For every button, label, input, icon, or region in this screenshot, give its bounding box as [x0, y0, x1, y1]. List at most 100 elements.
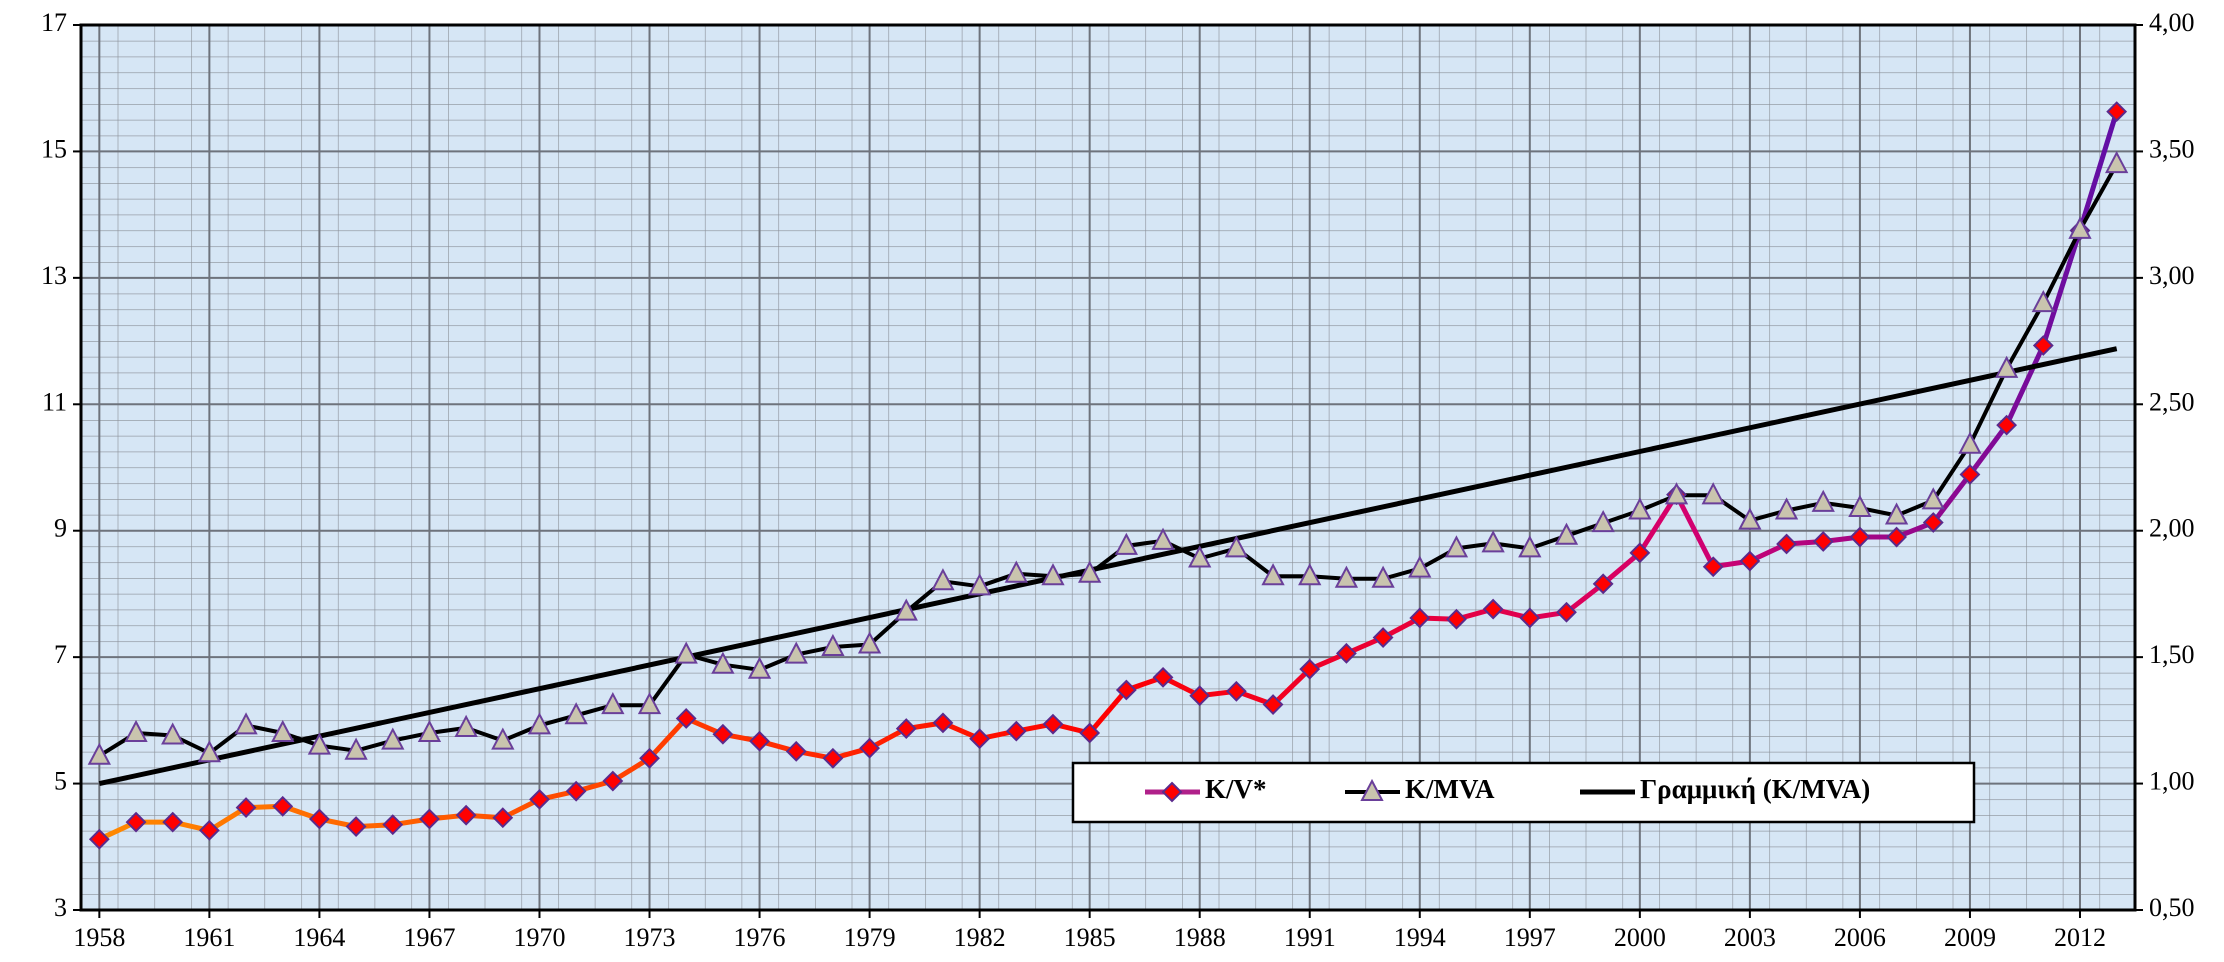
- marker: [1518, 535, 1542, 558]
- marker: [895, 718, 917, 739]
- legend-marker: [1360, 778, 1384, 801]
- marker: [1079, 722, 1101, 744]
- marker: [271, 719, 295, 742]
- y-tick-label: 9: [54, 514, 67, 543]
- marker: [272, 795, 294, 817]
- legend-label: K/MVA: [1405, 774, 1495, 804]
- marker: [1005, 720, 1027, 742]
- y-tick-label: 13: [41, 261, 67, 290]
- marker: [785, 740, 807, 762]
- marker: [1959, 464, 1981, 485]
- marker: [2031, 289, 2055, 313]
- x-tick-label: 1973: [624, 923, 676, 952]
- marker: [491, 727, 515, 750]
- x-tick-label: 2003: [1724, 923, 1776, 952]
- marker: [162, 811, 184, 833]
- marker: [1849, 526, 1871, 548]
- marker: [88, 828, 110, 850]
- marker: [967, 573, 992, 596]
- marker: [1519, 607, 1541, 629]
- series-markers: [87, 101, 2129, 850]
- marker: [1812, 531, 1834, 552]
- marker: [1224, 535, 1249, 558]
- marker: [931, 568, 955, 591]
- y-tick-label: 11: [42, 387, 67, 416]
- x-tick-label: 2000: [1614, 923, 1666, 952]
- x-tick-label: 2009: [1944, 923, 1996, 952]
- marker: [382, 814, 404, 836]
- marker: [969, 728, 991, 750]
- marker: [1996, 414, 2018, 436]
- y2-tick-label: 1,50: [2149, 640, 2195, 669]
- y-tick-label: 7: [54, 640, 67, 669]
- marker: [2106, 101, 2128, 123]
- x-tick-label: 1985: [1064, 923, 1116, 952]
- marker: [1664, 482, 1689, 505]
- marker: [1189, 685, 1211, 707]
- x-tick-label: 1964: [293, 923, 345, 952]
- marker: [747, 656, 772, 679]
- marker: [749, 730, 770, 752]
- marker: [1446, 608, 1467, 630]
- marker: [2068, 216, 2092, 239]
- marker: [1225, 680, 1247, 702]
- marker: [1078, 560, 1102, 583]
- y-tick-label: 15: [41, 134, 67, 163]
- marker: [455, 804, 477, 826]
- legend-marker: [1161, 781, 1183, 803]
- marker: [1262, 694, 1284, 715]
- marker: [859, 737, 881, 759]
- marker: [419, 808, 440, 830]
- x-tick-label: 1967: [403, 923, 455, 952]
- marker: [1371, 565, 1395, 588]
- x-tick-label: 1970: [513, 923, 565, 952]
- marker: [1481, 530, 1505, 553]
- marker: [675, 708, 697, 729]
- legend-label: K/V*: [1205, 774, 1267, 804]
- y-tick-label: 5: [54, 767, 67, 796]
- marker: [1408, 555, 1432, 578]
- marker: [784, 641, 808, 664]
- marker: [1188, 545, 1212, 568]
- x-tick-label: 1976: [734, 923, 786, 952]
- x-tick-label: 1997: [1504, 923, 1556, 952]
- marker: [564, 702, 588, 725]
- x-tick-label: 2012: [2054, 923, 2106, 952]
- marker: [1592, 573, 1614, 595]
- marker: [674, 641, 698, 664]
- marker: [1261, 563, 1285, 586]
- marker: [1701, 482, 1725, 505]
- marker: [1554, 522, 1579, 545]
- x-tick-label: 2006: [1834, 923, 1886, 952]
- marker: [417, 719, 442, 742]
- marker: [932, 712, 954, 734]
- series-line: [98, 346, 2118, 787]
- marker: [1482, 598, 1504, 620]
- marker: [1042, 713, 1064, 735]
- x-tick-label: 1991: [1284, 923, 1336, 952]
- marker: [1591, 509, 1615, 533]
- marker: [125, 811, 147, 833]
- marker: [307, 732, 332, 755]
- marker: [1152, 666, 1174, 688]
- marker: [124, 719, 148, 742]
- marker: [894, 598, 918, 621]
- marker: [1372, 627, 1394, 648]
- marker: [565, 780, 587, 802]
- marker: [1334, 565, 1359, 588]
- marker: [602, 770, 624, 792]
- marker: [527, 712, 552, 735]
- marker: [857, 631, 882, 654]
- marker: [1738, 507, 1762, 530]
- marker: [712, 723, 734, 745]
- legend-label: Γραμμική (K/MVA): [1640, 774, 1870, 804]
- marker: [1886, 526, 1908, 548]
- tick-labels: 3 5 7 9 11 13 15 17 0,50 1,00 1,50 2,00 2,50 3,00 3,50…: [41, 8, 2195, 952]
- y-tick-label: 17: [41, 8, 67, 37]
- marker: [1811, 489, 1835, 512]
- x-tick-label: 1982: [954, 923, 1006, 952]
- marker: [1921, 487, 1945, 510]
- marker: [2032, 335, 2054, 356]
- marker: [1958, 431, 1982, 454]
- marker: [1628, 497, 1652, 520]
